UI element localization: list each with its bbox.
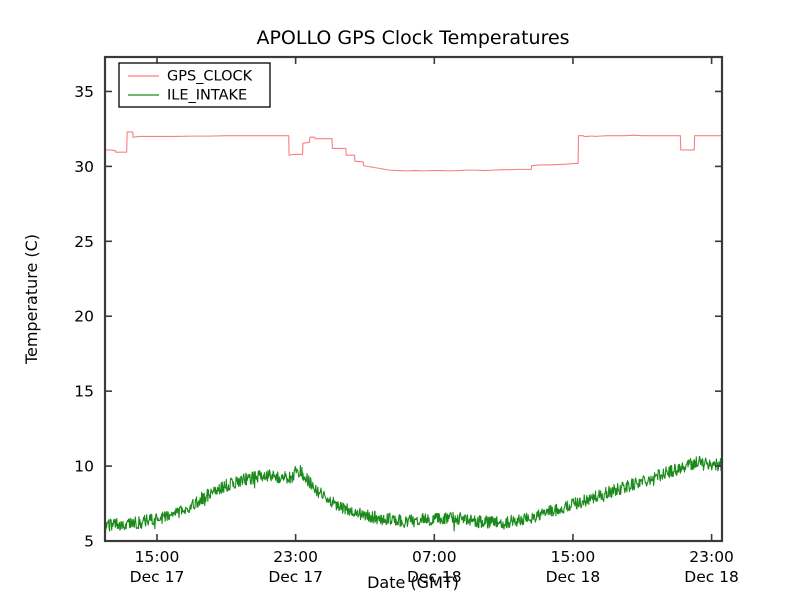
x-tick-label-time: 23:00 xyxy=(273,548,318,566)
data-series-layer xyxy=(104,131,723,538)
y-tick-label: 35 xyxy=(74,83,94,101)
x-tick-label-time: 07:00 xyxy=(412,548,457,566)
plot-axes-frame xyxy=(103,55,724,543)
x-tick-label-date: Dec 18 xyxy=(546,568,601,586)
x-tick-label-time: 15:00 xyxy=(135,548,180,566)
y-tick-label: 20 xyxy=(74,308,94,326)
x-tick-label-time: 23:00 xyxy=(689,548,734,566)
x-tick-label-date: Dec 17 xyxy=(268,568,323,586)
legend-frame xyxy=(118,62,271,108)
plot-area-background xyxy=(105,57,722,541)
y-axis-title: Temperature (C) xyxy=(22,234,41,365)
chart-title: APOLLO GPS Clock Temperatures xyxy=(256,27,569,49)
legend-entry-gps-clock[interactable]: GPS_CLOCK xyxy=(128,69,253,85)
chart-legend[interactable]: GPS_CLOCK ILE_INTAKE xyxy=(118,62,271,108)
legend-label-ile-intake: ILE_INTAKE xyxy=(167,88,247,104)
y-tick-label: 15 xyxy=(74,383,94,401)
axis-ticks-layer: 5 10 15 20 25 30 35 15:00 Dec 17 23:00 Dec 17 07:00… xyxy=(74,57,739,586)
x-tick-label-date: Dec 18 xyxy=(407,568,462,586)
x-tick-label-date: Dec 18 xyxy=(684,568,739,586)
y-tick-label: 25 xyxy=(74,233,94,251)
legend-label-gps-clock: GPS_CLOCK xyxy=(167,69,253,85)
y-tick-label: 5 xyxy=(84,533,94,551)
series-line-gps-clock xyxy=(104,131,723,172)
series-line-ile-intake xyxy=(104,455,723,538)
x-tick-label-date: Dec 17 xyxy=(130,568,185,586)
x-tick-label-time: 15:00 xyxy=(551,548,596,566)
legend-entry-ile-intake[interactable]: ILE_INTAKE xyxy=(128,88,247,104)
x-axis-title: Date (GMT) xyxy=(367,573,459,592)
y-tick-label: 30 xyxy=(74,158,94,176)
y-tick-label: 10 xyxy=(74,458,94,476)
